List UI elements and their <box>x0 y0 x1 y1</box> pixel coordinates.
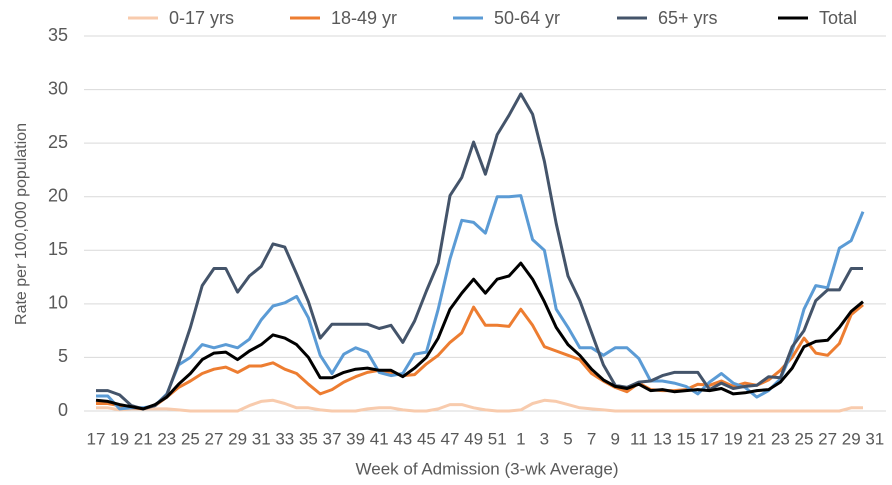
x-tick-label: 47 <box>441 429 460 448</box>
y-axis-label: Rate per 100,000 population <box>13 123 30 325</box>
y-tick-label: 30 <box>48 78 68 98</box>
x-tick-label: 7 <box>587 429 596 448</box>
x-tick-label: 11 <box>630 429 648 448</box>
y-tick-label: 5 <box>58 346 68 366</box>
x-tick-label: 15 <box>677 429 696 448</box>
legend-label: 50-64 yr <box>494 8 560 28</box>
y-tick-label: 25 <box>48 132 68 152</box>
x-tick-label: 33 <box>275 429 294 448</box>
x-tick-label: 23 <box>771 429 790 448</box>
x-tick-label: 9 <box>610 429 619 448</box>
x-tick-label: 49 <box>464 429 483 448</box>
series-line <box>96 398 863 413</box>
x-tick-label: 3 <box>540 429 549 448</box>
x-tick-label: 43 <box>393 429 412 448</box>
x-tick-label: 19 <box>110 429 129 448</box>
legend-label: 18-49 yr <box>331 8 397 28</box>
x-tick-label: 27 <box>818 429 837 448</box>
x-tick-label: 39 <box>346 429 365 448</box>
series-line <box>96 92 863 411</box>
x-tick-label: 41 <box>370 429 389 448</box>
series-line <box>95 261 864 411</box>
x-tick-label: 31 <box>865 429 884 448</box>
x-tick-label: 25 <box>181 429 200 448</box>
series-line <box>96 303 864 411</box>
x-tick-label: 29 <box>228 429 247 448</box>
x-tick-label: 23 <box>157 429 176 448</box>
x-tick-label: 35 <box>299 429 318 448</box>
x-tick-label: 21 <box>134 429 153 448</box>
y-tick-label: 0 <box>58 400 68 420</box>
y-tick-label: 20 <box>48 185 68 205</box>
x-tick-label: 37 <box>323 429 342 448</box>
x-tick-label: 21 <box>747 429 766 448</box>
x-tick-label: 27 <box>205 429 224 448</box>
x-axis-label: Week of Admission (3-wk Average) <box>356 459 619 478</box>
x-tick-label: 17 <box>87 429 106 448</box>
legend-label: 0-17 yrs <box>169 8 234 28</box>
x-tick-label: 13 <box>653 429 672 448</box>
x-tick-label: 25 <box>795 429 814 448</box>
y-tick-label: 35 <box>48 25 68 45</box>
x-tick-label: 45 <box>417 429 436 448</box>
legend-label: Total <box>819 8 857 28</box>
x-tick-label: 1 <box>516 429 525 448</box>
x-tick-label: 29 <box>842 429 861 448</box>
legend-label: 65+ yrs <box>658 8 718 28</box>
x-tick-label: 5 <box>563 429 572 448</box>
y-tick-label: 10 <box>48 293 68 313</box>
series-line <box>96 194 865 411</box>
x-tick-label: 19 <box>724 429 743 448</box>
x-tick-label: 51 <box>488 429 507 448</box>
y-tick-label: 15 <box>48 239 68 259</box>
x-tick-label: 17 <box>700 429 719 448</box>
x-tick-label: 31 <box>252 429 271 448</box>
